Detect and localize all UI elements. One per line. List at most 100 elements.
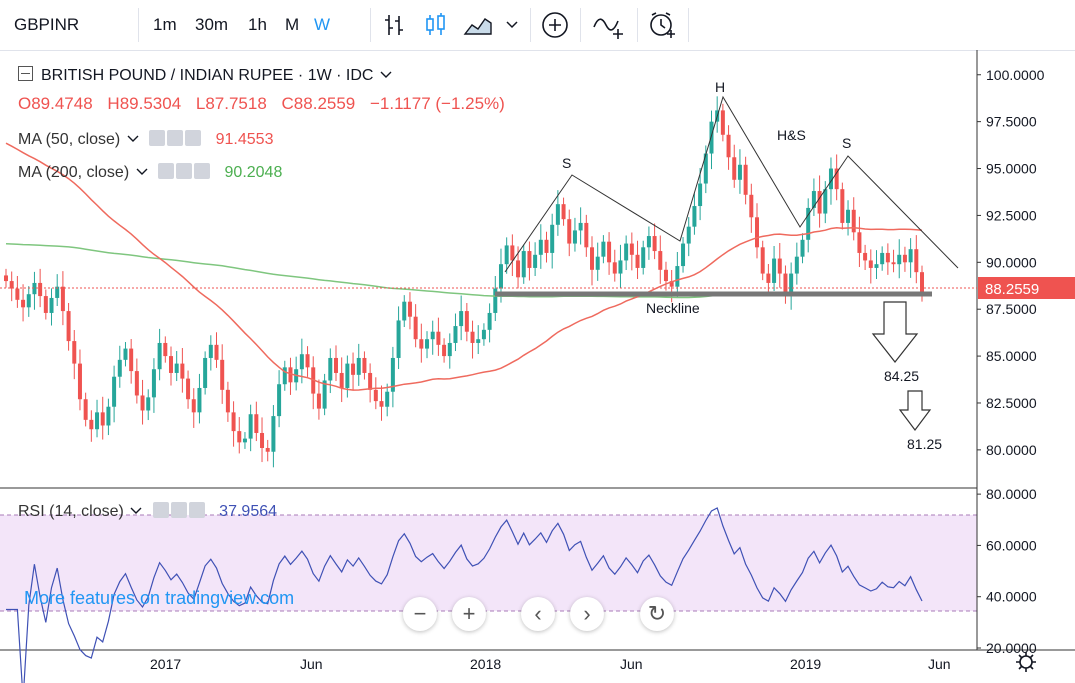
candle bbox=[203, 357, 208, 388]
price-tick-label: 82.5000 bbox=[986, 395, 1037, 411]
candle bbox=[891, 262, 896, 265]
candle bbox=[26, 294, 31, 308]
price-tick-label: 87.5000 bbox=[986, 301, 1037, 317]
candle bbox=[840, 189, 845, 223]
interval-30m[interactable]: 30m bbox=[195, 15, 229, 34]
candle bbox=[316, 393, 321, 409]
candle bbox=[846, 209, 851, 223]
candle bbox=[516, 260, 521, 278]
time-tick-label: 2018 bbox=[470, 656, 501, 672]
ma50-legend[interactable]: MA (50, close) 91.4553 bbox=[18, 130, 275, 149]
low-value: L87.7518 bbox=[195, 94, 267, 113]
time-tick-label: Jun bbox=[300, 656, 323, 672]
price-chart[interactable]: 100.0000 97.5000 95.0000 92.5000 90.0000 87.5… bbox=[0, 50, 1075, 683]
candle bbox=[806, 207, 811, 240]
candle bbox=[157, 342, 162, 370]
change-value: −1.1177 (−1.25%) bbox=[370, 94, 505, 113]
candle bbox=[817, 191, 822, 214]
ma200-label: MA (200, close) bbox=[18, 164, 130, 181]
candle bbox=[624, 243, 629, 261]
rsi-legend[interactable]: RSI (14, close) 37.9564 bbox=[18, 502, 279, 521]
candle bbox=[168, 356, 173, 373]
candle bbox=[811, 191, 816, 208]
candle bbox=[732, 157, 737, 180]
chevron-down-icon[interactable] bbox=[505, 17, 519, 31]
scroll-left-button[interactable]: ‹ bbox=[521, 597, 555, 631]
tradingview-watermark[interactable]: More features on tradingview.com bbox=[24, 588, 295, 608]
interval-1m[interactable]: 1m bbox=[153, 15, 177, 34]
bar-style-icon[interactable] bbox=[382, 12, 408, 38]
candle bbox=[43, 296, 48, 313]
settings-icon[interactable] bbox=[176, 163, 193, 179]
candle bbox=[425, 339, 430, 349]
chevron-down-icon[interactable] bbox=[130, 506, 142, 516]
close-icon[interactable] bbox=[194, 163, 211, 179]
candle bbox=[89, 419, 94, 430]
candle bbox=[322, 380, 327, 409]
candle bbox=[641, 247, 646, 268]
chevron-down-icon[interactable] bbox=[380, 70, 392, 80]
candle bbox=[618, 260, 623, 274]
eye-icon[interactable] bbox=[158, 163, 175, 179]
price-tick-label: 100.0000 bbox=[986, 67, 1045, 83]
candle bbox=[561, 204, 566, 220]
ma50-controls[interactable] bbox=[149, 130, 203, 148]
settings-icon[interactable] bbox=[170, 502, 187, 518]
rsi-tick-label: 20.0000 bbox=[986, 640, 1037, 656]
candle bbox=[567, 219, 572, 244]
top-toolbar: GBPINR 1m 30m 1h M W bbox=[0, 0, 1075, 51]
toolbar-divider bbox=[637, 8, 638, 42]
candle bbox=[772, 258, 777, 283]
ma200-controls[interactable] bbox=[158, 163, 212, 181]
candle bbox=[857, 232, 862, 253]
close-icon[interactable] bbox=[188, 502, 205, 518]
area-style-icon[interactable] bbox=[463, 12, 493, 38]
rsi-tick-label: 40.0000 bbox=[986, 589, 1037, 605]
chevron-down-icon[interactable] bbox=[127, 134, 139, 144]
candle bbox=[800, 239, 805, 257]
chevron-down-icon[interactable] bbox=[136, 167, 148, 177]
candle bbox=[282, 367, 287, 385]
candle bbox=[470, 331, 475, 343]
price-tick-label: 80.0000 bbox=[986, 442, 1037, 458]
candle bbox=[174, 363, 179, 373]
interval-month[interactable]: M bbox=[285, 15, 300, 34]
candle bbox=[72, 341, 77, 364]
candle bbox=[191, 399, 196, 413]
settings-icon[interactable] bbox=[167, 130, 184, 146]
collapse-icon[interactable] bbox=[18, 66, 33, 81]
candle bbox=[379, 401, 384, 407]
rsi-controls[interactable] bbox=[152, 502, 207, 520]
zoom-out-button[interactable]: − bbox=[403, 597, 437, 631]
interval-1h[interactable]: 1h bbox=[248, 15, 267, 34]
candle bbox=[766, 273, 771, 283]
candle bbox=[720, 110, 725, 135]
candle bbox=[789, 273, 794, 295]
candle bbox=[504, 245, 509, 265]
interval-week[interactable]: W bbox=[314, 15, 331, 34]
candle bbox=[590, 247, 595, 270]
candle bbox=[333, 357, 338, 373]
candle bbox=[743, 164, 748, 195]
rsi-axis-ticks: 80.0000 60.0000 40.0000 20.0000 bbox=[977, 486, 1037, 656]
candle bbox=[902, 254, 907, 263]
ma200-legend[interactable]: MA (200, close) 90.2048 bbox=[18, 163, 284, 182]
ma50-line bbox=[5, 142, 923, 391]
candle bbox=[112, 376, 117, 407]
candle-style-icon[interactable] bbox=[423, 12, 449, 38]
scroll-right-button[interactable]: › bbox=[570, 597, 604, 631]
candle bbox=[106, 406, 111, 426]
eye-icon[interactable] bbox=[149, 130, 166, 146]
candle bbox=[328, 357, 333, 381]
indicators-icon[interactable] bbox=[592, 11, 626, 41]
reset-chart-button[interactable]: ↻ bbox=[640, 597, 674, 631]
alert-clock-icon[interactable] bbox=[647, 10, 677, 40]
candle bbox=[299, 354, 304, 370]
candle bbox=[607, 241, 612, 263]
symbol-search[interactable]: GBPINR bbox=[14, 15, 80, 34]
add-compare-icon[interactable] bbox=[541, 11, 569, 39]
eye-icon[interactable] bbox=[152, 502, 169, 518]
zoom-in-button[interactable]: + bbox=[452, 597, 486, 631]
close-icon[interactable] bbox=[185, 130, 202, 146]
rsi-tick-label: 80.0000 bbox=[986, 486, 1037, 502]
